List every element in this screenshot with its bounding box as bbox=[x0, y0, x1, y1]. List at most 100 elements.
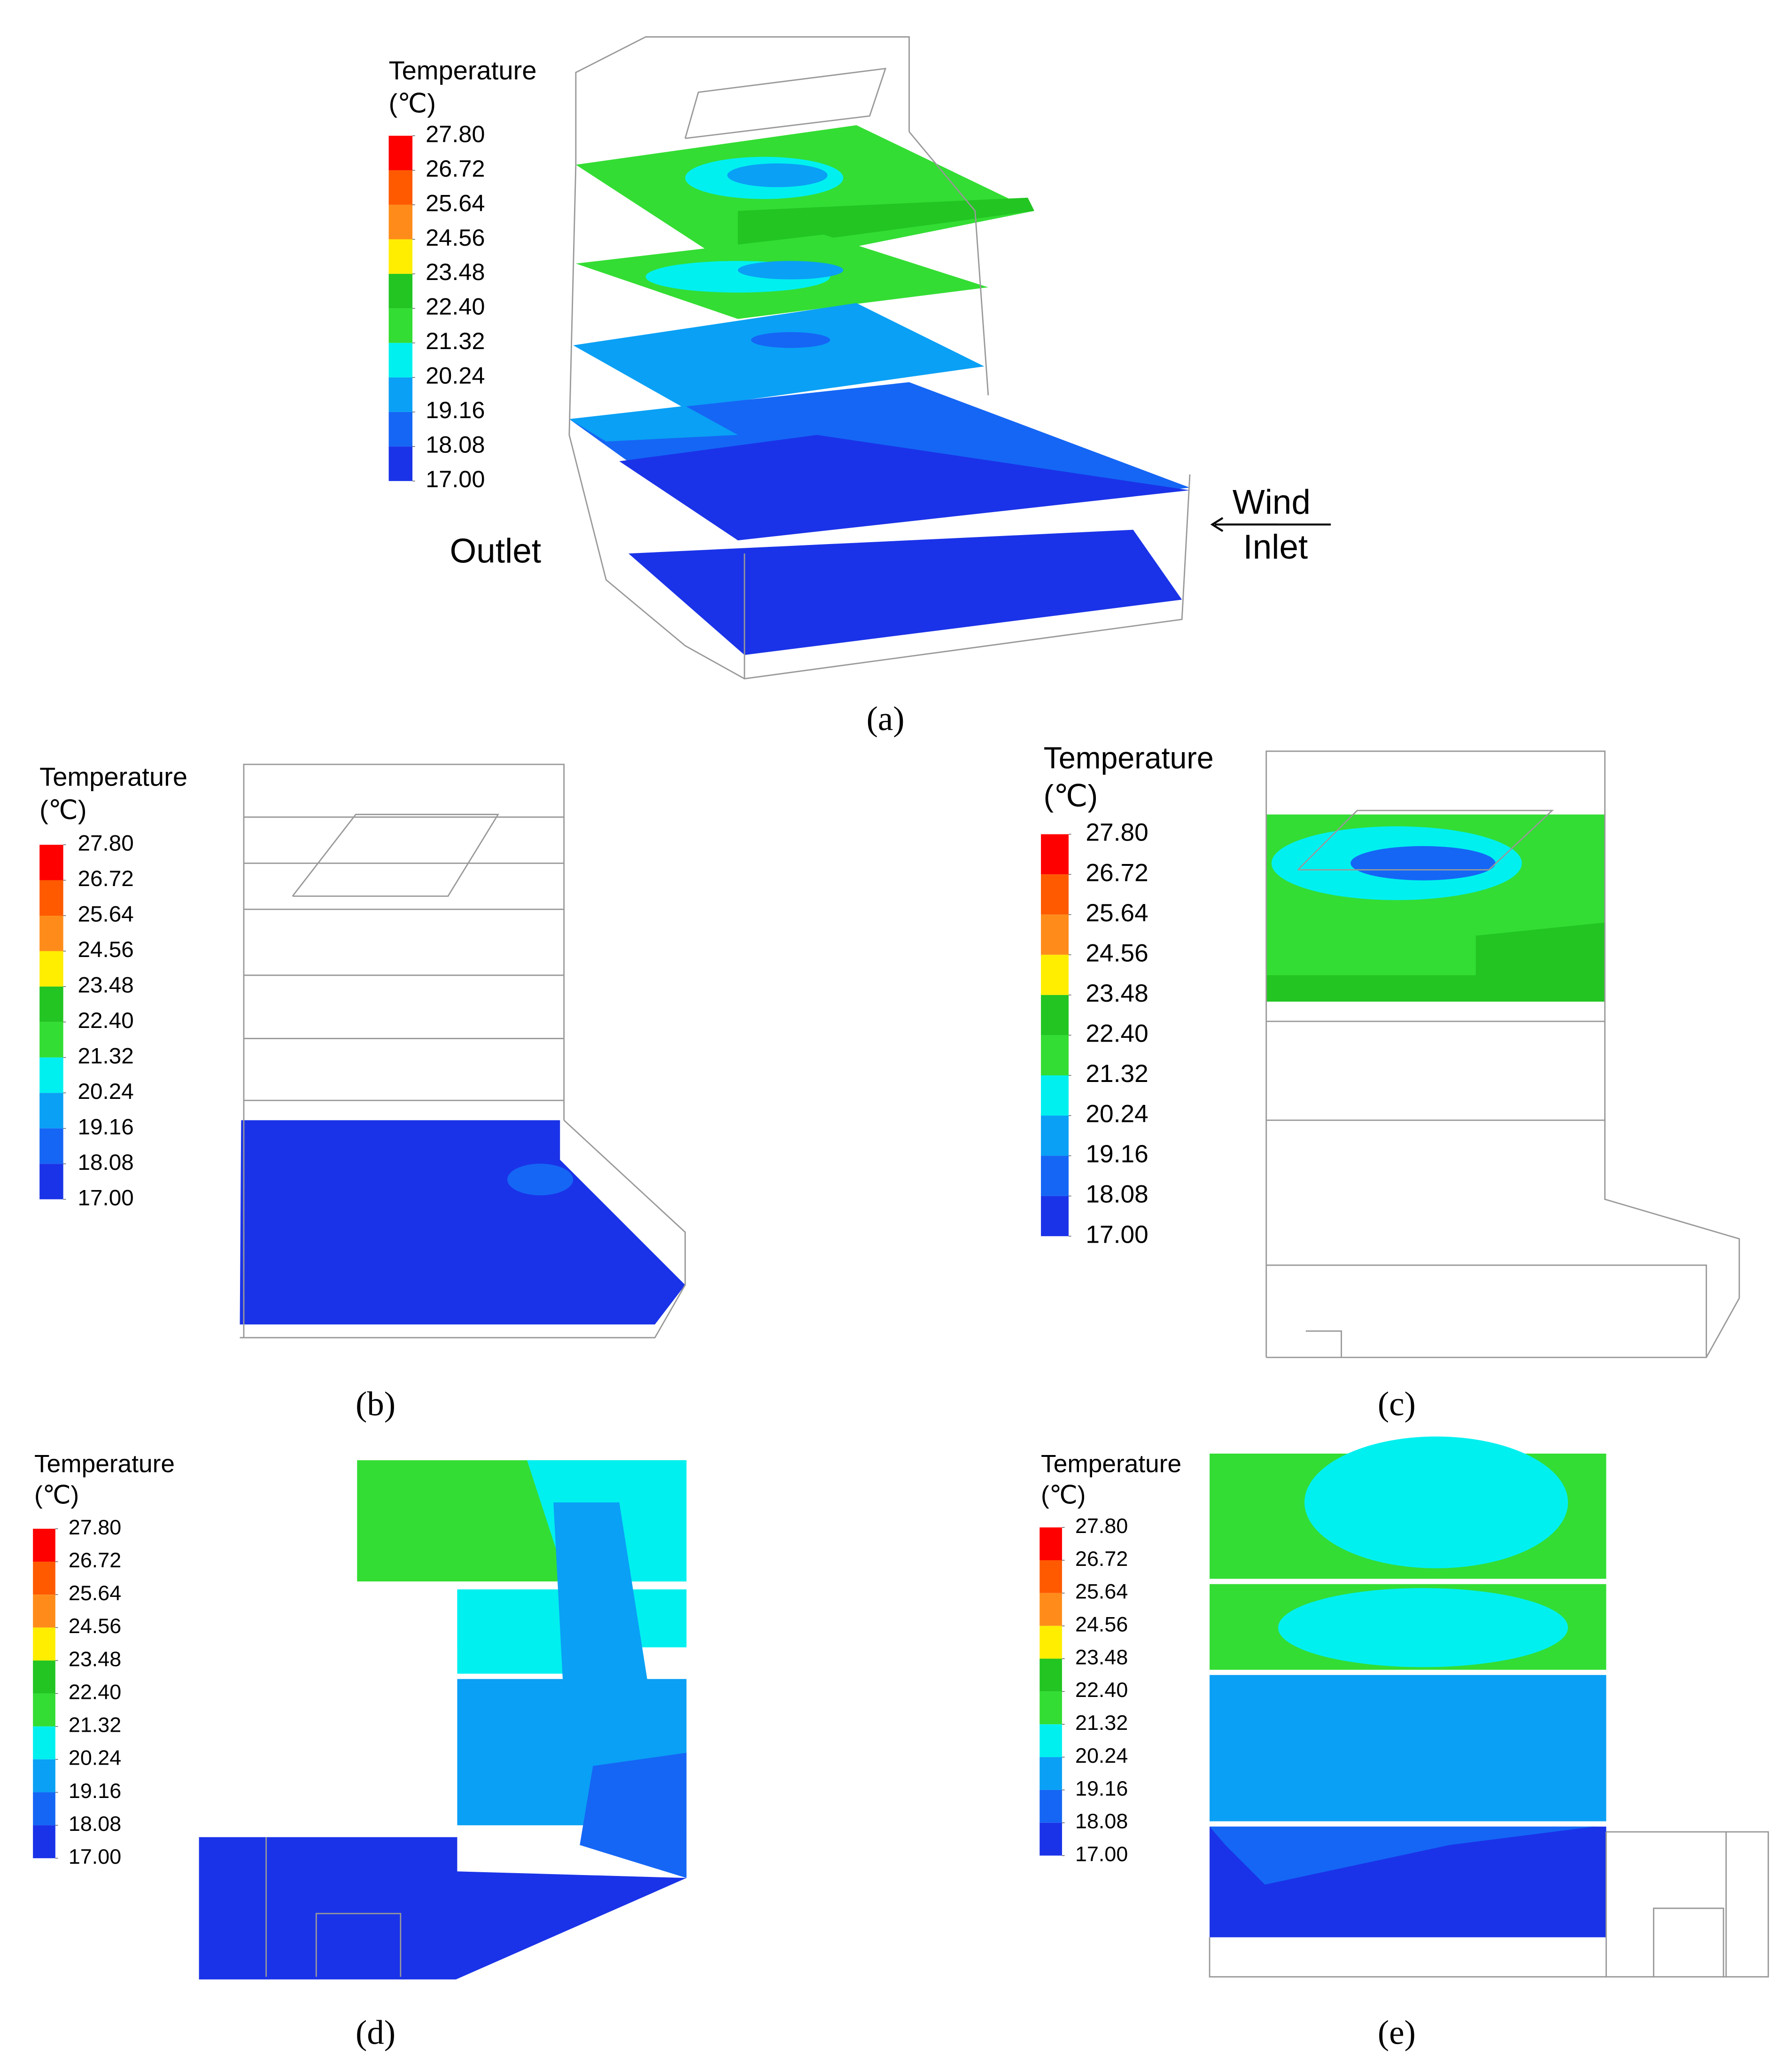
legend-unit: (℃) bbox=[1041, 1481, 1086, 1509]
legend-title: Temperature bbox=[389, 55, 537, 85]
legend-tick-label: 27.80 bbox=[1086, 819, 1148, 847]
contour-region bbox=[569, 405, 738, 442]
legend-title: Temperature bbox=[1044, 741, 1214, 775]
legend-band bbox=[1041, 1075, 1069, 1116]
legend-band bbox=[39, 1093, 63, 1128]
panel-label: (a) bbox=[867, 700, 905, 738]
legend-tick-label: 24.56 bbox=[426, 224, 485, 251]
legend-tick-label: 19.16 bbox=[78, 1114, 134, 1139]
legend-tick-label: 22.40 bbox=[69, 1680, 121, 1704]
legend-band bbox=[33, 1693, 55, 1727]
contour-region bbox=[737, 261, 844, 280]
outlet-label: Outlet bbox=[450, 532, 541, 570]
legend-tick-label: 18.08 bbox=[69, 1812, 121, 1836]
legend-band bbox=[39, 986, 63, 1022]
wire bbox=[1265, 750, 1740, 1358]
legend-tick-label: 27.80 bbox=[69, 1515, 121, 1539]
contour-region bbox=[580, 1752, 687, 1878]
legend-band bbox=[33, 1726, 55, 1759]
legend-tick-label: 24.56 bbox=[78, 937, 134, 962]
legend-band bbox=[33, 1660, 55, 1694]
legend-tick-label: 21.32 bbox=[69, 1713, 121, 1737]
panel-label: (b) bbox=[356, 1385, 396, 1423]
legend-tick-label: 19.16 bbox=[1075, 1776, 1128, 1800]
contour-region bbox=[1350, 846, 1496, 880]
legend-band bbox=[33, 1825, 55, 1859]
contour-region bbox=[619, 435, 1190, 541]
legend-band bbox=[1040, 1724, 1062, 1758]
legend-band bbox=[1040, 1822, 1062, 1856]
legend-band bbox=[33, 1595, 55, 1628]
legend-tick-label: 22.40 bbox=[78, 1008, 134, 1033]
legend-tick-label: 27.80 bbox=[426, 120, 485, 147]
legend-band bbox=[1040, 1691, 1062, 1725]
wire bbox=[908, 131, 989, 396]
legend-tick-label: 21.32 bbox=[1086, 1060, 1148, 1088]
legend-band bbox=[39, 1022, 63, 1058]
legend-tick-label: 20.24 bbox=[1086, 1100, 1148, 1128]
legend-band bbox=[33, 1627, 55, 1661]
legend-band bbox=[388, 239, 413, 274]
legend-tick-label: 23.48 bbox=[1075, 1645, 1128, 1669]
legend-band bbox=[388, 273, 413, 309]
legend-tick-label: 18.08 bbox=[1086, 1181, 1148, 1208]
contour-region bbox=[457, 1589, 567, 1674]
legend-band bbox=[1040, 1593, 1062, 1626]
legend-band bbox=[388, 377, 413, 412]
legend-band bbox=[33, 1528, 55, 1562]
legend-tick-label: 18.08 bbox=[1075, 1809, 1128, 1833]
legend-tick-label: 24.56 bbox=[1075, 1612, 1128, 1636]
contour-region bbox=[240, 1120, 685, 1325]
legend-band bbox=[388, 308, 413, 343]
legend-band bbox=[39, 845, 63, 880]
legend-band bbox=[388, 204, 413, 240]
legend-band bbox=[1041, 834, 1069, 875]
contour-region bbox=[553, 1502, 659, 1753]
legend-title: Temperature bbox=[34, 1450, 175, 1478]
legend-band bbox=[1040, 1757, 1062, 1790]
contour-region bbox=[1210, 1675, 1606, 1821]
wire bbox=[1297, 809, 1554, 871]
wireframes bbox=[240, 36, 1769, 1978]
legend-unit: (℃) bbox=[1044, 779, 1098, 813]
legend-band bbox=[1041, 955, 1069, 995]
legend-band bbox=[1040, 1626, 1062, 1659]
contour-region bbox=[628, 529, 1182, 655]
legend-band bbox=[39, 1164, 63, 1199]
legend-tick-label: 20.24 bbox=[69, 1746, 121, 1770]
wire bbox=[1305, 1330, 1342, 1358]
legend-band bbox=[1041, 1196, 1069, 1237]
legend-tick-label: 22.40 bbox=[1086, 1019, 1148, 1047]
contour-region bbox=[199, 1837, 687, 1980]
legends: Temperature (℃) 27.80 26.72 25.64 24.56 23.48 2… bbox=[33, 55, 1416, 2052]
legend-tick-label: 20.24 bbox=[426, 362, 485, 389]
contour-region bbox=[727, 163, 828, 187]
contour-region bbox=[507, 1163, 574, 1196]
legend-tick-label: 26.72 bbox=[69, 1548, 121, 1572]
legend-unit: (℃) bbox=[34, 1481, 79, 1509]
legend-tick-label: 24.56 bbox=[1086, 939, 1148, 967]
legend-band bbox=[388, 412, 413, 447]
legend-tick-label: 25.64 bbox=[78, 902, 134, 927]
legend-tick-label: 26.72 bbox=[426, 155, 485, 182]
legend: Temperature(℃)27.80 26.72 25.64 24.56 23.48 2… bbox=[388, 55, 905, 738]
legend-band bbox=[1040, 1790, 1062, 1823]
contour-region bbox=[751, 332, 830, 348]
legend-tick-label: 20.24 bbox=[1075, 1743, 1128, 1767]
legend-tick-label: 23.48 bbox=[1086, 980, 1148, 1007]
legend-unit: (℃) bbox=[39, 795, 86, 825]
legend-tick-label: 21.32 bbox=[1075, 1711, 1128, 1735]
legend-tick-label: 18.08 bbox=[426, 431, 485, 458]
legend-tick-label: 19.16 bbox=[69, 1779, 121, 1803]
contour-region bbox=[1210, 1826, 1595, 1885]
legend-tick-label: 22.40 bbox=[1075, 1678, 1128, 1702]
legend-band bbox=[33, 1562, 55, 1595]
legend-band bbox=[1040, 1658, 1062, 1692]
legend-band bbox=[388, 170, 413, 205]
legend-tick-label: 17.00 bbox=[426, 466, 485, 492]
legend-band bbox=[388, 446, 413, 481]
legend-tick-label: 21.32 bbox=[426, 327, 485, 354]
legend-band bbox=[1041, 1156, 1069, 1196]
legend-tick-label: 19.16 bbox=[1086, 1140, 1148, 1168]
